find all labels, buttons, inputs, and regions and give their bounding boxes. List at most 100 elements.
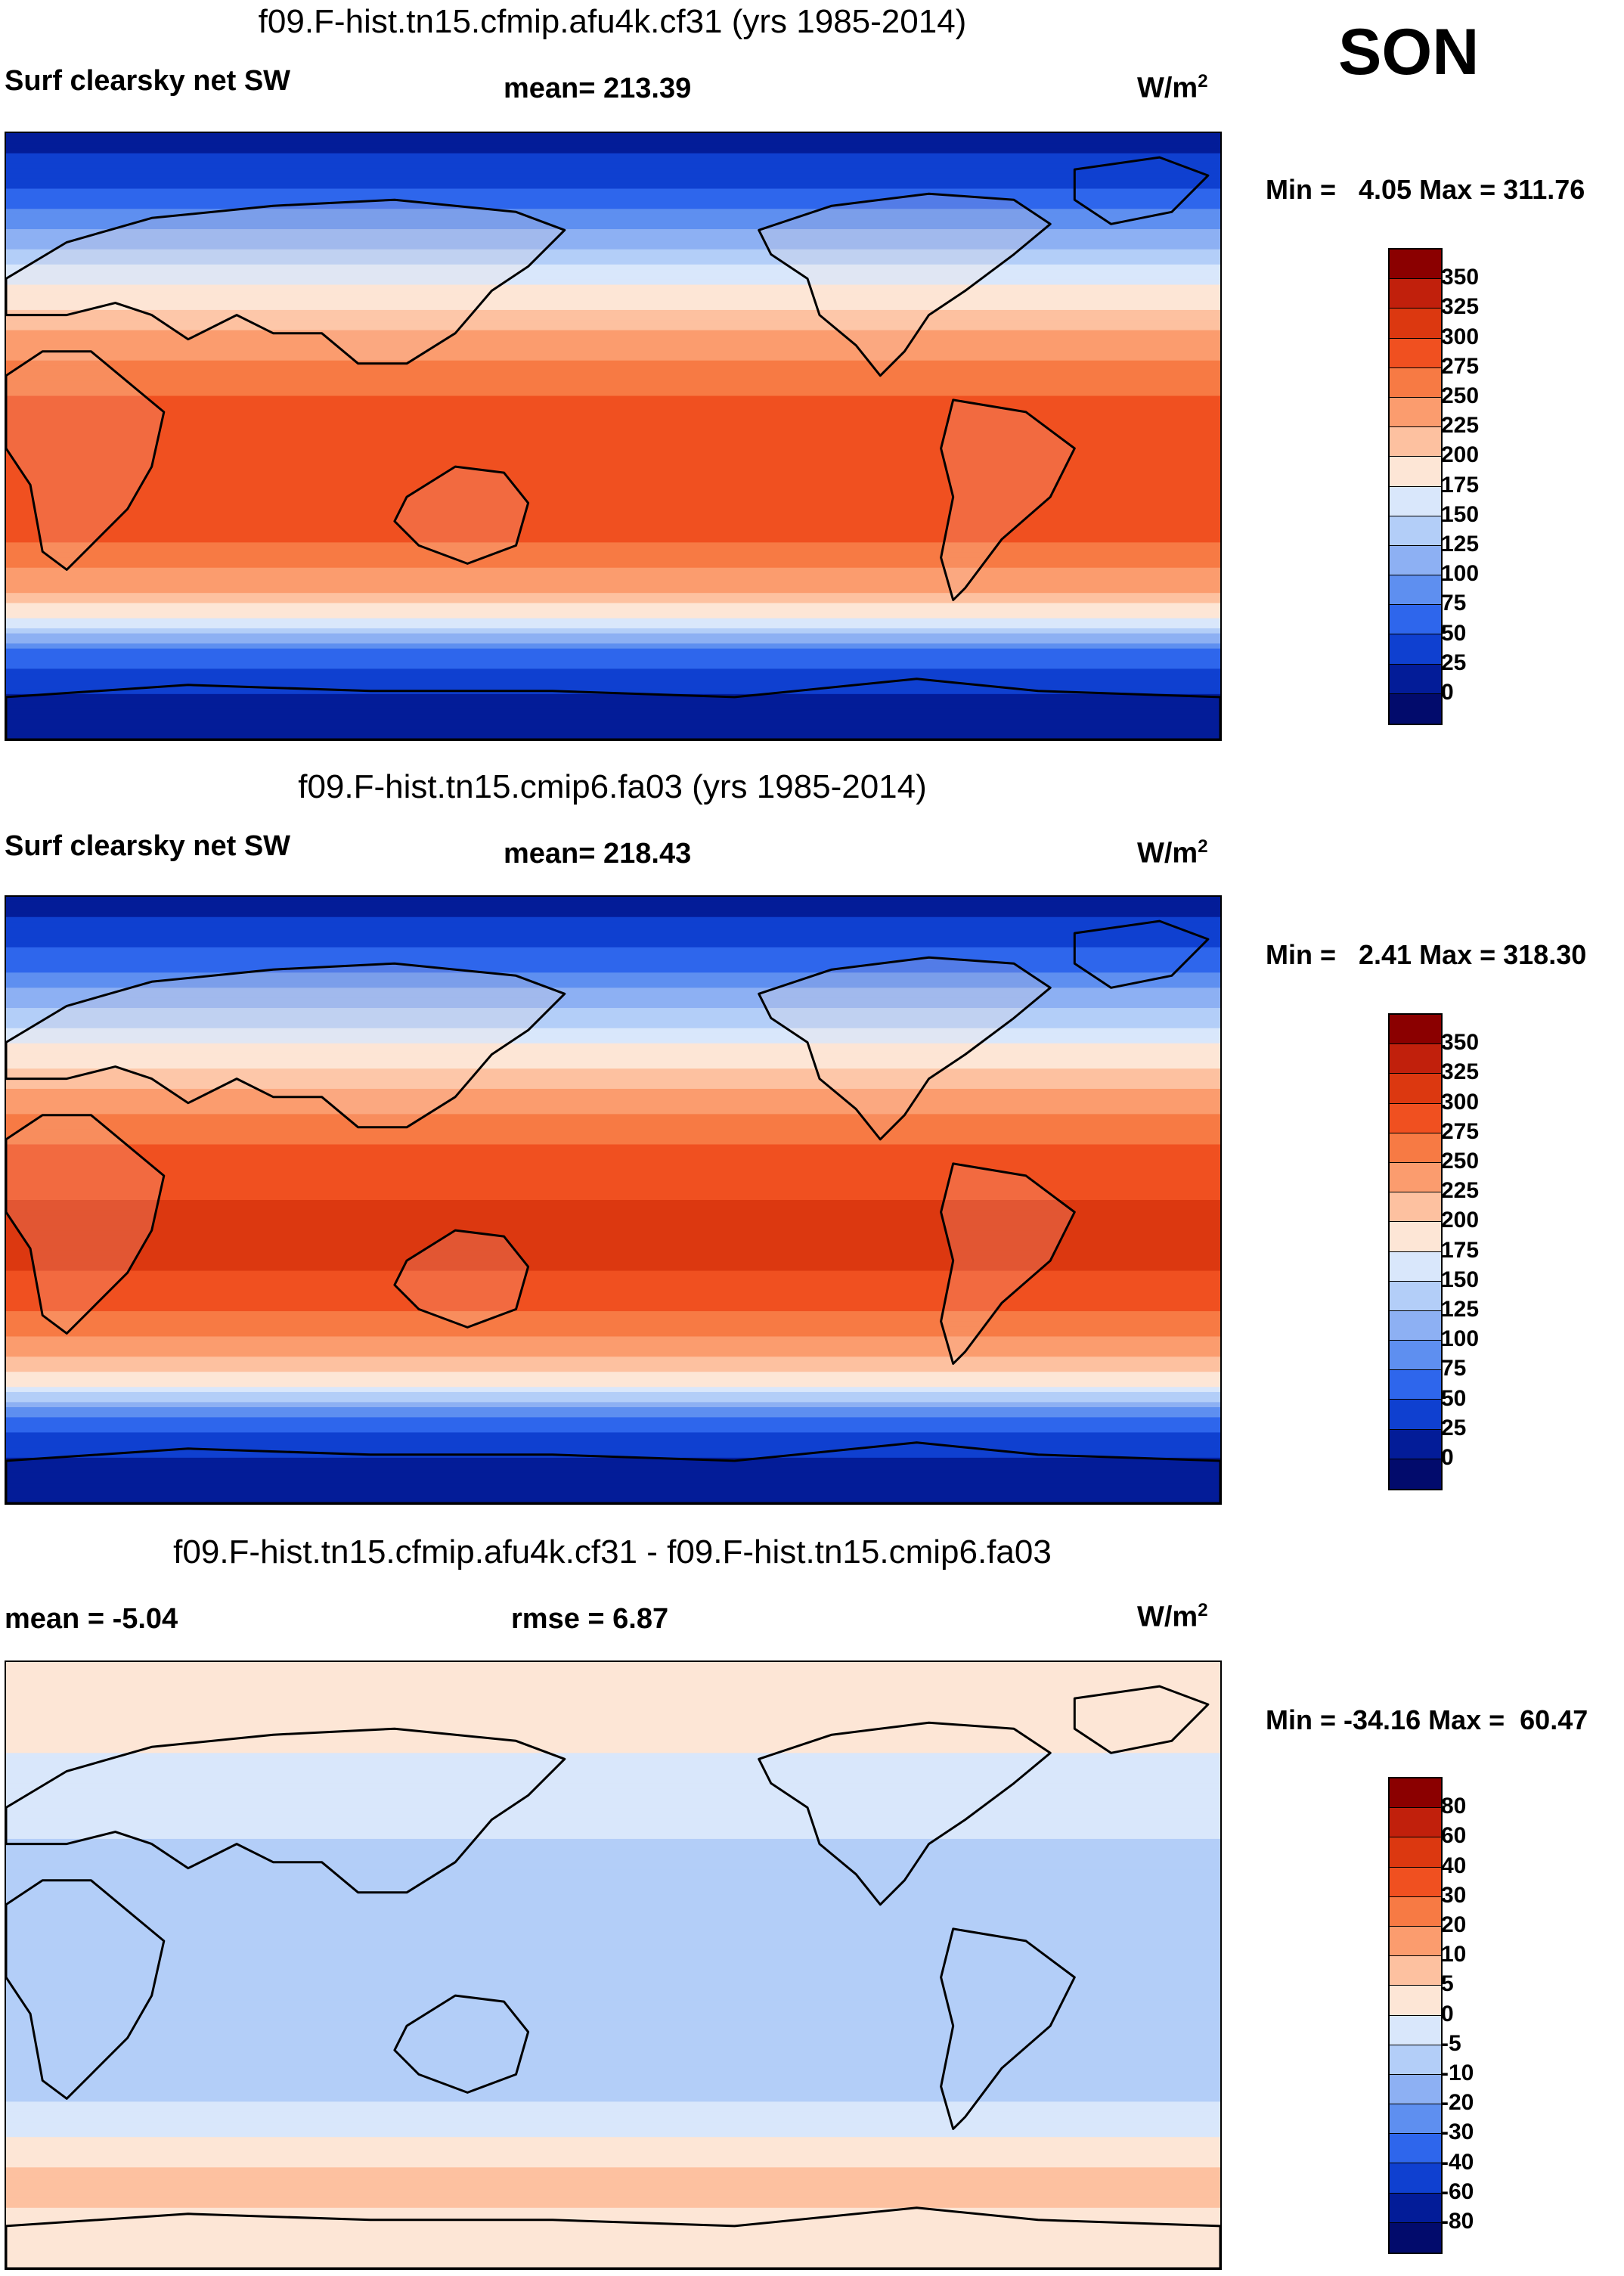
panel3-lat-band (6, 2152, 1220, 2158)
panel1-lat-band (6, 643, 1220, 650)
panel1-lat-band (6, 597, 1220, 604)
panel3-lat-band (6, 1697, 1220, 1704)
panel1-lat-band (6, 582, 1220, 589)
panel3-lat-band (6, 2000, 1220, 2007)
panel3-colorbar-swatch (1390, 2134, 1441, 2164)
panel1-lat-band (6, 153, 1220, 160)
panel1-lat-band (6, 516, 1220, 523)
panel1-lat-band (6, 532, 1220, 538)
panel1-colorbar-swatch (1390, 397, 1441, 428)
panel1-lat-band (6, 219, 1220, 225)
panel3-lat-band (6, 1753, 1220, 1759)
panel3-colorbar-tick-label: -30 (1441, 2119, 1474, 2145)
panel1-lat-band (6, 178, 1220, 184)
panel3-lat-band (6, 2157, 1220, 2163)
panel1-lat-band (6, 305, 1220, 311)
panel3-lat-band (6, 1738, 1220, 1744)
panel2-lat-band (6, 1245, 1220, 1251)
panel2-units-text: W/m (1137, 837, 1198, 870)
panel2-lat-band (6, 1058, 1220, 1065)
panel2-lat-band (6, 1210, 1220, 1216)
panel2-lat-band (6, 1063, 1220, 1070)
panel1-colorbar-tick-label: 100 (1441, 561, 1480, 587)
panel1-colorbar-swatch (1390, 634, 1441, 665)
panel3-colorbar-swatch (1390, 2163, 1441, 2194)
panel1-lat-band (6, 254, 1220, 260)
panel1-lat-band (6, 249, 1220, 256)
panel2-lat-band (6, 1351, 1220, 1357)
panel1-colorbar (1388, 248, 1443, 725)
panel2-colorbar-tick-label: 300 (1441, 1089, 1480, 1115)
panel2-coastline-southamerica (940, 1162, 1076, 1365)
panel1-lat-band (6, 588, 1220, 594)
panel2-lat-band (6, 1457, 1220, 1464)
panel1-colorbar-tick-label: 325 (1441, 294, 1480, 320)
panel2-lat-band (6, 1493, 1220, 1499)
panel1-lat-band (6, 365, 1220, 371)
panel2-colorbar-tick-label: 200 (1441, 1208, 1480, 1233)
panel2-colorbar-tick-label: 0 (1441, 1445, 1454, 1470)
panel2-lat-band (6, 1200, 1220, 1206)
panel1-lat-band (6, 340, 1220, 346)
panel2-lat-band (6, 1311, 1220, 1317)
panel1-lat-band (6, 461, 1220, 467)
panel3-lat-band (6, 1985, 1220, 1992)
panel3-lat-band (6, 1970, 1220, 1977)
panel3-colorbar-tick-label: -10 (1441, 2060, 1474, 2085)
panel2-lat-band (6, 1412, 1220, 1419)
panel3-lat-band (6, 2203, 1220, 2209)
panel3-colorbar-swatch (1390, 1926, 1441, 1957)
panel1-colorbar-tick-label: 350 (1441, 265, 1480, 290)
panel3-lat-band (6, 1849, 1220, 1855)
panel2-lat-band (6, 1285, 1220, 1292)
panel2-lat-band (6, 1427, 1220, 1434)
panel2-colorbar-tick-label: 50 (1441, 1385, 1467, 1411)
panel2-lat-band (6, 1078, 1220, 1085)
panel2-coastline-antarctica (6, 1441, 1220, 1503)
panel3-colorbar-tick-label: -40 (1441, 2149, 1474, 2175)
panel2-lat-band (6, 1053, 1220, 1059)
panel3-rmse-label: rmse = 6.87 (511, 1603, 669, 1635)
panel2-lat-band (6, 1397, 1220, 1403)
panel1-lat-band (6, 138, 1220, 144)
panel1-lat-band (6, 623, 1220, 629)
panel1-coastline-eurasia (6, 198, 566, 365)
panel3-lat-band (6, 2197, 1220, 2203)
panel1-lat-band (6, 194, 1220, 200)
panel3-lat-band (6, 1924, 1220, 1931)
panel2-map (5, 895, 1222, 1505)
panel2-lat-band (6, 1174, 1220, 1181)
panel3-lat-band (6, 1727, 1220, 1734)
panel1-lat-band (6, 497, 1220, 503)
panel3-lat-band (6, 2126, 1220, 2133)
panel2-lat-band (6, 1331, 1220, 1338)
panel3-lat-band (6, 1742, 1220, 1749)
panel1-lat-band (6, 294, 1220, 301)
panel2-lat-band (6, 1376, 1220, 1383)
panel2-lat-band (6, 972, 1220, 978)
panel1-lat-band (6, 542, 1220, 548)
panel2-lat-band (6, 1462, 1220, 1469)
panel3-units: W/m2 (1137, 1600, 1208, 1634)
panel2-lat-band (6, 1341, 1220, 1347)
panel3-lat-band (6, 1803, 1220, 1809)
panel2-lat-band (6, 1043, 1220, 1050)
panel1-coastline-africa (6, 350, 166, 571)
panel1-lat-band (6, 335, 1220, 341)
panel2-lat-band (6, 1326, 1220, 1332)
panel1-colorbar-swatch (1390, 457, 1441, 487)
panel1-lat-band (6, 330, 1220, 336)
panel3-lat-band (6, 1768, 1220, 1774)
panel2-lat-band (6, 1487, 1220, 1494)
panel1-lat-band (6, 148, 1220, 154)
panel1-colorbar-swatch (1390, 367, 1441, 398)
panel3-units-sup: 2 (1198, 1600, 1208, 1620)
panel1-lat-band (6, 522, 1220, 529)
panel1-lat-band (6, 239, 1220, 245)
panel1-lat-band (6, 451, 1220, 457)
panel2-title: f09.F-hist.tn15.cmip6.fa03 (yrs 1985-201… (298, 768, 927, 805)
panel2-lat-band (6, 932, 1220, 938)
panel3-colorbar (1388, 1777, 1443, 2254)
panel3-lat-band (6, 2092, 1220, 2098)
panel3-colorbar-swatch (1390, 2104, 1441, 2135)
